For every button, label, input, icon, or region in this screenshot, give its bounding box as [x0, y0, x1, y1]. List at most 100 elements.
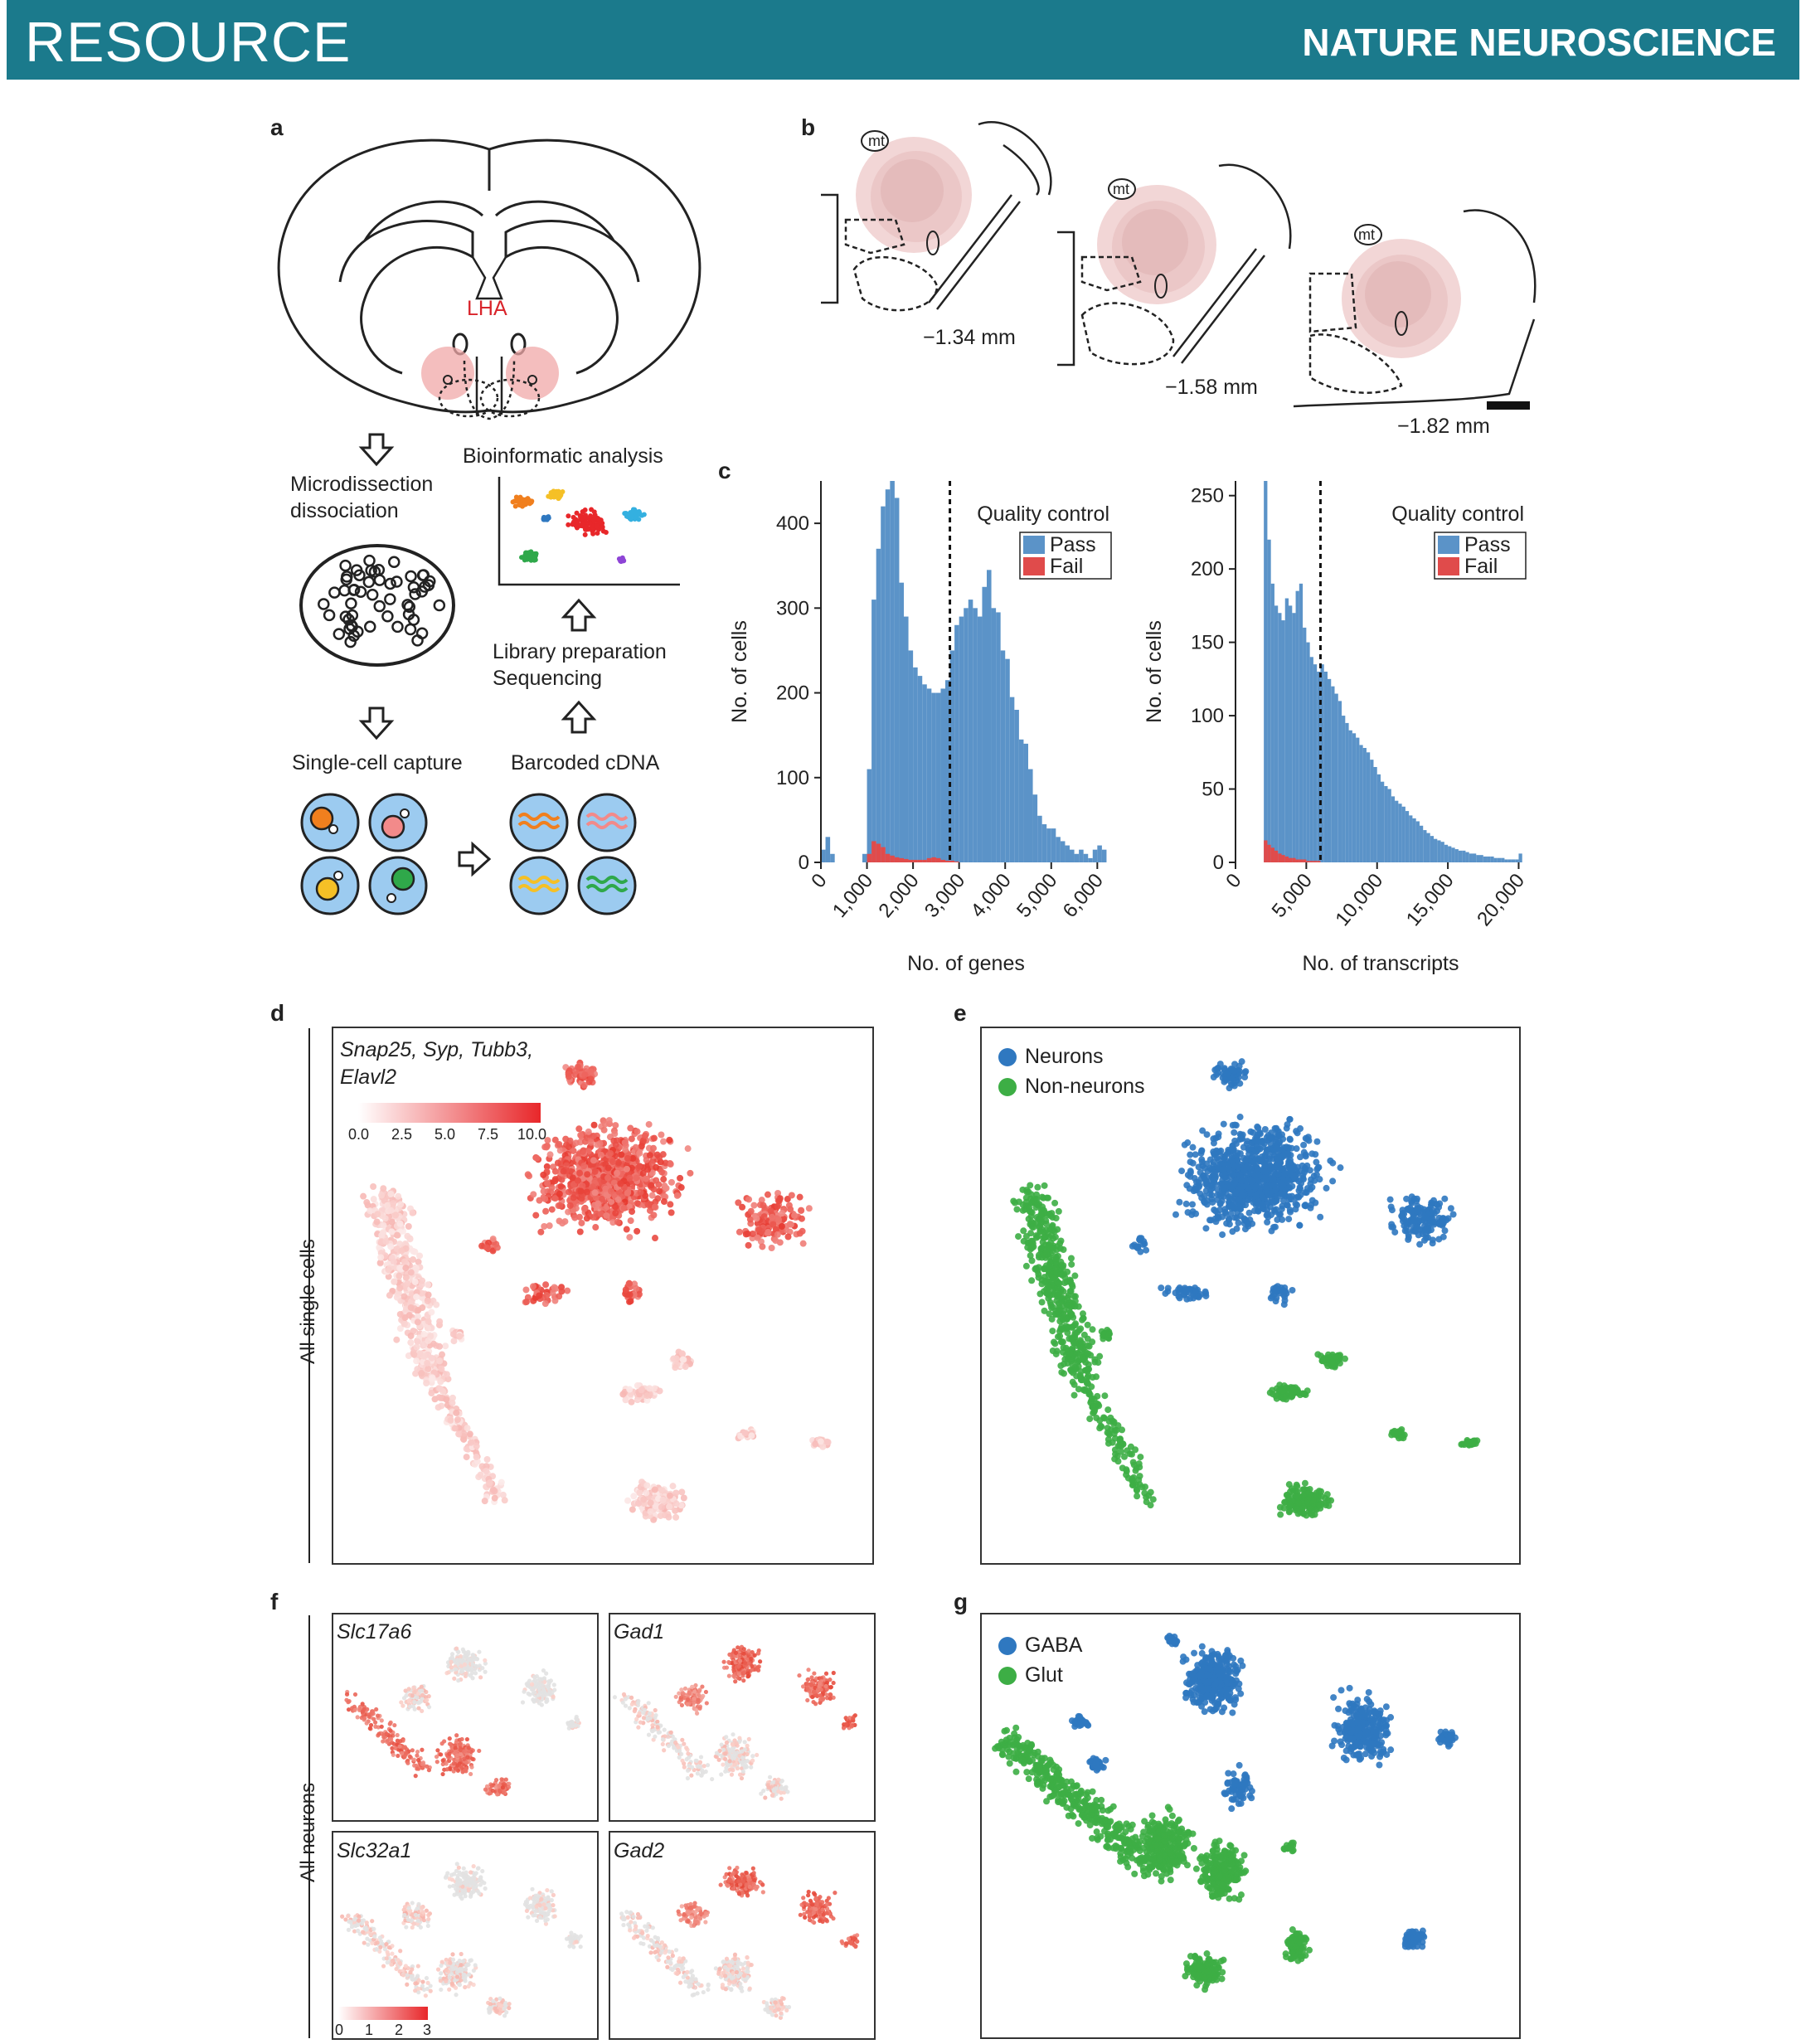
colorbar-f-tick-0: 0 [335, 2022, 344, 2038]
hist-bar-pass [1065, 845, 1070, 862]
step-bioinfo: Bioinformatic analysis [463, 444, 663, 468]
x-tick-label: 1,000 [828, 870, 877, 922]
hist-bar-pass [1472, 853, 1477, 862]
gene-slc32a1: Slc32a1 [337, 1839, 412, 1862]
y-axis-label: No. of cells [1143, 620, 1166, 723]
hist-bar-fail [1309, 861, 1313, 862]
x-tick-label: 0 [807, 870, 831, 893]
hist-bar-fail [940, 859, 945, 862]
hist-bar-pass [1345, 722, 1349, 862]
hist-bar-fail [885, 853, 891, 862]
hist-bar-pass [1046, 828, 1051, 862]
hist-bar-pass [996, 612, 1001, 862]
y-tick-label: 0 [799, 852, 809, 874]
tsne-gaba-glut [980, 1613, 1521, 2039]
right-arrow-icon [458, 841, 492, 877]
hist-bar-pass [1306, 642, 1310, 862]
hist-bar-pass [908, 650, 914, 862]
hist-bar-pass [1387, 789, 1391, 862]
hist-bar-fail [931, 857, 936, 862]
x-axis-label: No. of transcripts [1303, 952, 1459, 975]
mt-label-2: mt [1113, 181, 1129, 197]
hist-bar-fail [1270, 847, 1274, 862]
y-tick-label: 200 [776, 682, 809, 705]
hist-bar-pass [1317, 672, 1321, 862]
hist-bar-pass [1384, 786, 1388, 862]
colorbar-d-tick-4: 10.0 [517, 1126, 547, 1143]
hist-bar-pass [1401, 806, 1405, 862]
hist-bar-pass [1423, 830, 1427, 862]
hist-bar-pass [1507, 859, 1512, 862]
legend-entry-fail: Fail [1464, 555, 1498, 578]
hist-bar-pass [987, 570, 992, 862]
step-library: Library preparation [493, 640, 667, 663]
hist-bar-pass [1479, 855, 1483, 862]
hist-bar-pass [1074, 853, 1080, 862]
hist-bar-pass [1348, 730, 1352, 862]
hist-bar-pass [1518, 853, 1522, 862]
hist-bar-pass [1454, 849, 1459, 862]
hist-bar-fail [894, 857, 900, 862]
hist-bar-pass [1005, 658, 1010, 862]
hist-bar-pass [1041, 824, 1047, 862]
hist-bar-pass [1270, 583, 1274, 862]
tsne-slc32a1 [332, 1831, 599, 2040]
hist-bar-pass [1409, 815, 1413, 862]
hist-bar-pass [1327, 678, 1332, 862]
y-tick-label: 150 [1191, 632, 1224, 654]
down-arrow-1-icon [358, 433, 395, 467]
injection-sites-section-1 [821, 121, 1052, 312]
hist-bar-pass [1342, 716, 1346, 862]
hist-bar-pass [949, 650, 955, 862]
step-microdissection: Microdissection [290, 473, 434, 496]
hist-bar-pass [959, 616, 964, 862]
hist-bar-pass [1097, 845, 1102, 862]
hist-bar-pass [1070, 849, 1075, 862]
hist-bar-fail [913, 859, 918, 862]
hist-bar-fail [1306, 861, 1310, 862]
step-capture: Single-cell capture [292, 751, 463, 774]
hist-bar-pass [1504, 859, 1508, 862]
legend-neurons-dot [998, 1048, 1017, 1066]
hist-bar-pass [954, 624, 959, 862]
hist-bar-pass [1018, 739, 1024, 862]
hist-bar-fail [908, 859, 914, 862]
hist-bar-fail [876, 843, 881, 862]
hist-bar-fail [890, 855, 895, 862]
hist-bar-pass [1101, 849, 1107, 862]
barcoded-cdna-wells [509, 793, 637, 915]
hist-bar-pass [1462, 850, 1466, 862]
hist-bar-pass [1334, 693, 1338, 862]
hist-bar-pass [881, 506, 886, 862]
hist-bar-fail [899, 857, 904, 862]
hist-bar-fail [945, 860, 950, 862]
hist-bar-pass [1373, 767, 1377, 862]
hist-bar-pass [1267, 539, 1271, 862]
hist-bar-pass [1338, 701, 1342, 862]
hist-bar-pass [1323, 672, 1328, 862]
hist-bar-pass [885, 489, 891, 862]
hist-bar-pass [1398, 804, 1402, 862]
x-tick-label: 6,000 [1059, 870, 1108, 922]
hist-bar-fail [1292, 857, 1296, 862]
hist-bar-pass [1356, 737, 1360, 862]
y-axis-label: No. of cells [728, 620, 751, 723]
hist-bar-pass [982, 586, 987, 862]
hist-bar-pass [935, 692, 941, 862]
x-tick-label: 20,000 [1473, 870, 1529, 931]
hist-bar-fail [1295, 859, 1299, 862]
hist-bar-pass [1376, 774, 1381, 862]
hist-bar-pass [1032, 794, 1038, 862]
hist-bar-pass [862, 853, 867, 862]
colorbar-f [338, 2007, 428, 2020]
section-2-depth: −1.58 mm [1165, 376, 1258, 399]
hist-bar-pass [1292, 613, 1296, 862]
y-tick-label: 250 [1191, 485, 1224, 507]
hist-bar-pass [1451, 847, 1455, 862]
hist-bar-pass [1370, 760, 1374, 862]
hist-bar-pass [1440, 842, 1444, 862]
hist-bar-pass [890, 481, 895, 862]
hist-bar-pass [991, 608, 997, 862]
bioinformatic-scatter-thumbnail [498, 477, 680, 586]
hist-bar-pass [1437, 840, 1441, 862]
